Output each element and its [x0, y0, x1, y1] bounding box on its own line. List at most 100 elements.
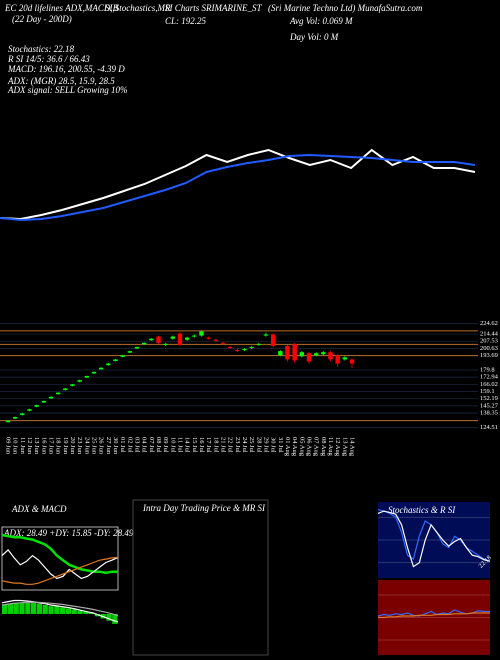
- histogram-bar: [89, 612, 95, 614]
- candle-body: [27, 409, 32, 411]
- header-text: SI Charts SRIMARINE_ST: [165, 3, 262, 13]
- candle-body: [342, 357, 348, 360]
- candle-body: [299, 352, 305, 357]
- candle-body: [335, 355, 340, 364]
- y-tick-label: 214.44: [480, 331, 499, 338]
- x-tick-label: 09 Jun: [5, 437, 12, 455]
- x-tick-label: 26 Jun: [98, 437, 105, 455]
- histogram-bar: [2, 605, 8, 614]
- header-text: (22 Day - 200D): [12, 14, 72, 24]
- x-tick-label: 04 Jul: [141, 437, 148, 453]
- x-tick-label: 11 Aug: [327, 437, 334, 456]
- x-tick-label: 20 Jun: [69, 437, 76, 455]
- candle-body: [91, 371, 97, 374]
- candle-body: [134, 346, 140, 349]
- histogram-bar: [19, 602, 25, 614]
- candle-body: [199, 331, 204, 336]
- candle-body: [184, 337, 190, 340]
- candle-body: [170, 336, 176, 339]
- histogram-bar: [60, 607, 66, 614]
- y-tick-label: 179.8: [480, 367, 495, 374]
- series-line: [378, 612, 490, 619]
- header-text: (Sri Marine Techno Ltd) MunafaSutra.com: [268, 3, 423, 13]
- candle-body: [5, 420, 11, 423]
- histogram-bar: [83, 611, 89, 614]
- panel-background: [378, 502, 490, 578]
- y-tick-label: 145.27: [480, 402, 499, 409]
- candle-body: [321, 352, 326, 355]
- candle-body: [328, 352, 333, 360]
- candle-body: [120, 355, 125, 357]
- candle-body: [127, 351, 133, 353]
- x-tick-label: 25 Jun: [91, 437, 98, 455]
- histogram-bar: [71, 609, 77, 614]
- x-tick-label: 21 Jul: [220, 437, 227, 453]
- histogram-bar: [65, 608, 72, 614]
- candle-body: [48, 396, 54, 399]
- x-tick-label: 17 Jun: [48, 437, 55, 455]
- x-tick-label: 03 Jul: [134, 437, 141, 453]
- y-tick-label: 172.94: [480, 374, 499, 381]
- y-tick-label: 124.51: [480, 424, 498, 431]
- histogram-bar: [54, 606, 60, 614]
- x-tick-label: 06 Aug: [306, 437, 313, 457]
- x-tick-label: 14 Aug: [349, 437, 356, 457]
- panel-title: Intra Day Trading Price & MR SI: [142, 503, 266, 513]
- x-tick-label: 12 Aug: [334, 437, 341, 457]
- x-tick-label: 22 Jul: [227, 437, 234, 453]
- x-tick-label: 01 Jul: [119, 437, 126, 453]
- candle-body: [249, 346, 254, 349]
- y-tick-label: 138.35: [480, 410, 498, 417]
- candle-body: [163, 343, 168, 345]
- candle-body: [192, 335, 197, 337]
- x-tick-label: 24 Jul: [241, 437, 248, 453]
- candle-body: [306, 353, 312, 362]
- x-tick-label: 07 Aug: [313, 437, 320, 457]
- x-tick-label: 28 Jul: [255, 437, 262, 453]
- series-line: [0, 153, 476, 222]
- x-tick-label: 30 Jun: [112, 437, 119, 455]
- candle-body: [349, 359, 355, 364]
- histogram-bar: [36, 603, 43, 614]
- x-tick-label: 17 Jul: [205, 437, 212, 453]
- y-tick-label: 200.63: [480, 345, 498, 352]
- histogram-bar: [31, 602, 37, 614]
- x-tick-label: 16 Jun: [40, 437, 47, 455]
- header-text: MACD: 196.16, 200.55, -4.39 D: [7, 64, 125, 74]
- y-tick-label: 152.19: [480, 395, 498, 402]
- x-tick-label: 04 Aug: [291, 437, 298, 457]
- x-tick-label: 29 Jul: [263, 437, 270, 453]
- x-tick-label: 18 Jul: [212, 437, 219, 453]
- candle-body: [70, 384, 75, 386]
- x-tick-label: 08 Aug: [320, 437, 327, 457]
- candle-body: [63, 388, 68, 391]
- panel-frame: [1, 526, 119, 591]
- x-tick-label: 05 Aug: [298, 437, 305, 457]
- y-tick-label: 207.53: [480, 338, 498, 345]
- candle-body: [220, 342, 226, 344]
- candle-body: [55, 392, 61, 395]
- x-tick-label: 15 Jul: [191, 437, 198, 453]
- candle-body: [141, 342, 147, 345]
- candle-body: [84, 376, 90, 378]
- candle-body: [113, 359, 118, 361]
- header-text: ADX signal: SELL Growing 10%: [7, 85, 128, 95]
- x-tick-label: 23 Jun: [76, 437, 83, 455]
- panel-title: ADX & MACD: [11, 504, 67, 514]
- candle-body: [77, 380, 82, 382]
- x-tick-label: 02 Jul: [126, 437, 133, 453]
- header-text: R SI 14/5: 36.6 / 66.43: [7, 54, 90, 64]
- header-text: Stochastics: 22.18: [8, 44, 74, 54]
- x-tick-label: 18 Jun: [55, 437, 62, 455]
- x-tick-label: 11 Jun: [19, 437, 26, 455]
- x-tick-label: 01 Aug: [284, 437, 291, 457]
- histogram-bar: [106, 614, 112, 621]
- panel-frame: [132, 499, 269, 656]
- x-tick-label: 09 Jul: [162, 437, 169, 453]
- x-tick-label: 13 Aug: [341, 437, 348, 457]
- histogram-bar: [13, 602, 19, 614]
- candle-body: [270, 334, 276, 346]
- x-tick-label: 12 Jun: [26, 437, 33, 455]
- candle-body: [12, 417, 18, 419]
